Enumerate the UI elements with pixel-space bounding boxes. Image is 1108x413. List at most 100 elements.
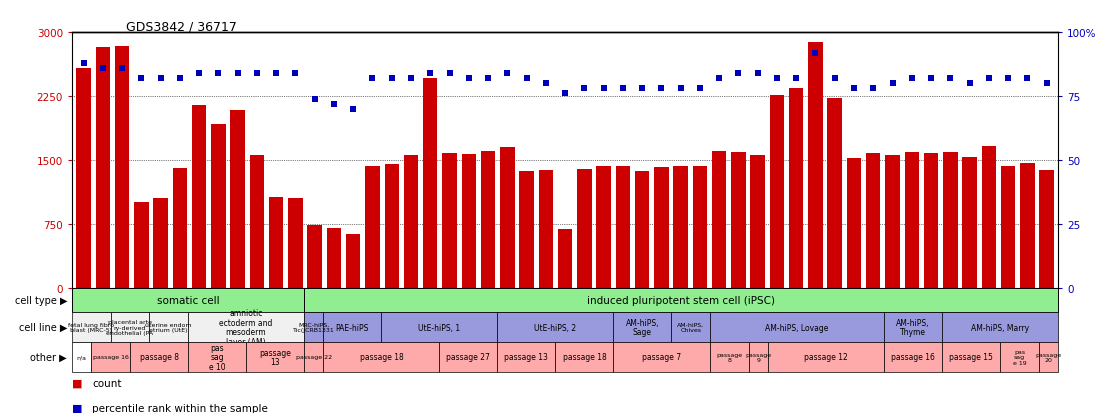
Text: placental arte
ry-derived
endothelial (PA: placental arte ry-derived endothelial (P… bbox=[106, 319, 154, 335]
Bar bbox=[134, 203, 148, 288]
Point bbox=[113, 65, 131, 72]
Point bbox=[402, 76, 420, 82]
Point bbox=[942, 76, 960, 82]
Point bbox=[556, 91, 574, 97]
Bar bbox=[770, 96, 784, 288]
Point bbox=[768, 76, 786, 82]
Bar bbox=[712, 152, 727, 288]
Bar bbox=[497, 342, 555, 372]
Bar bbox=[381, 312, 497, 342]
Bar bbox=[555, 342, 614, 372]
Bar bbox=[731, 153, 746, 288]
Bar bbox=[440, 342, 497, 372]
Bar bbox=[442, 154, 456, 288]
Bar bbox=[808, 43, 822, 288]
Bar bbox=[95, 48, 110, 288]
Point bbox=[479, 76, 496, 82]
Text: passage 7: passage 7 bbox=[643, 353, 681, 362]
Bar bbox=[72, 288, 304, 312]
Text: induced pluripotent stem cell (iPSC): induced pluripotent stem cell (iPSC) bbox=[587, 295, 776, 305]
Bar bbox=[384, 165, 399, 288]
Point bbox=[903, 76, 921, 82]
Point bbox=[1038, 81, 1056, 87]
Point bbox=[248, 71, 266, 77]
Bar bbox=[269, 198, 284, 288]
Bar bbox=[403, 155, 418, 288]
Point bbox=[267, 71, 285, 77]
Bar bbox=[828, 98, 842, 288]
Text: passage 18: passage 18 bbox=[563, 353, 606, 362]
Text: passage 12: passage 12 bbox=[804, 353, 848, 362]
Point bbox=[94, 65, 112, 72]
Text: UtE-hiPS, 2: UtE-hiPS, 2 bbox=[534, 323, 576, 332]
Bar bbox=[520, 171, 534, 288]
Bar bbox=[304, 288, 1058, 312]
Point bbox=[441, 71, 459, 77]
Point bbox=[999, 76, 1017, 82]
Bar bbox=[866, 154, 881, 288]
Bar bbox=[577, 170, 592, 288]
Bar bbox=[943, 153, 957, 288]
Point bbox=[614, 86, 632, 93]
Bar bbox=[192, 105, 206, 288]
Text: ■: ■ bbox=[72, 378, 82, 388]
Bar bbox=[308, 226, 322, 288]
Bar bbox=[249, 155, 264, 288]
Bar bbox=[942, 312, 1058, 342]
Point bbox=[363, 76, 381, 82]
Text: passage 16: passage 16 bbox=[891, 353, 935, 362]
Text: cell type ▶: cell type ▶ bbox=[14, 295, 68, 305]
Bar bbox=[1001, 166, 1015, 288]
Point bbox=[325, 101, 342, 108]
Point bbox=[653, 86, 670, 93]
Text: PAE-hiPS: PAE-hiPS bbox=[336, 323, 369, 332]
Bar bbox=[304, 312, 324, 342]
Bar bbox=[885, 155, 900, 288]
Bar bbox=[557, 229, 573, 288]
Text: other ▶: other ▶ bbox=[30, 352, 68, 362]
Point bbox=[383, 76, 401, 82]
Point bbox=[729, 71, 747, 77]
Bar bbox=[115, 47, 130, 288]
Text: count: count bbox=[92, 378, 122, 388]
Text: fetal lung fibro
blast (MRC-5): fetal lung fibro blast (MRC-5) bbox=[69, 322, 114, 332]
Text: passage
8: passage 8 bbox=[717, 352, 742, 362]
Text: passage
9: passage 9 bbox=[746, 352, 771, 362]
Point bbox=[634, 86, 652, 93]
Point bbox=[575, 86, 593, 93]
Text: n/a: n/a bbox=[76, 355, 86, 360]
Bar bbox=[942, 342, 1001, 372]
Text: passage
13: passage 13 bbox=[259, 348, 291, 366]
Bar bbox=[671, 312, 710, 342]
Bar bbox=[230, 111, 245, 288]
Text: AM-hiPS,
Sage: AM-hiPS, Sage bbox=[626, 318, 659, 337]
Text: UtE-hiPS, 1: UtE-hiPS, 1 bbox=[419, 323, 461, 332]
Point bbox=[825, 76, 843, 82]
Bar bbox=[366, 166, 380, 288]
Point bbox=[595, 86, 613, 93]
Bar bbox=[324, 342, 440, 372]
Bar bbox=[72, 312, 111, 342]
Bar bbox=[692, 166, 707, 288]
Bar bbox=[500, 148, 514, 288]
Bar bbox=[884, 312, 942, 342]
Point bbox=[671, 86, 689, 93]
Bar bbox=[963, 158, 977, 288]
Bar bbox=[212, 125, 226, 288]
Bar bbox=[72, 342, 91, 372]
Bar bbox=[1001, 342, 1039, 372]
Bar bbox=[654, 167, 668, 288]
Point bbox=[228, 71, 246, 77]
Bar bbox=[288, 199, 302, 288]
Text: percentile rank within the sample: percentile rank within the sample bbox=[92, 403, 268, 413]
Bar bbox=[153, 199, 167, 288]
Point bbox=[345, 106, 362, 113]
Point bbox=[807, 50, 824, 57]
Bar bbox=[1039, 171, 1054, 288]
Bar bbox=[130, 342, 188, 372]
Point bbox=[749, 71, 767, 77]
Point bbox=[209, 71, 227, 77]
Text: AM-hiPS, Marry: AM-hiPS, Marry bbox=[971, 323, 1029, 332]
Point bbox=[1018, 76, 1036, 82]
Text: passage 22: passage 22 bbox=[296, 355, 331, 360]
